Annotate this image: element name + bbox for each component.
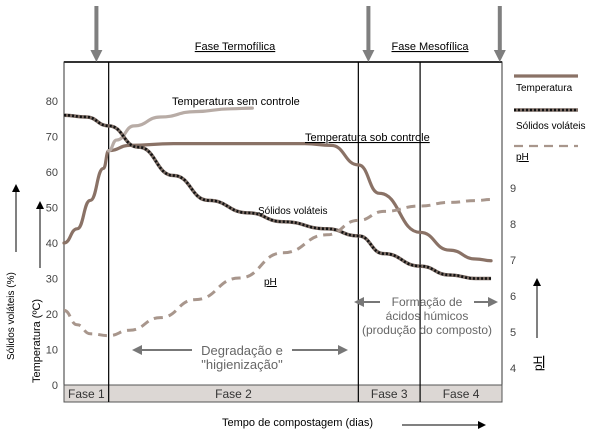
top-arrow-head — [493, 50, 506, 62]
formacao-arrowhead-left — [354, 297, 364, 307]
y-axis-label-outer: Sólidos voláteis (%) — [6, 272, 17, 360]
x-axis-label: Tempo de compostagem (dias) — [222, 417, 373, 429]
series-ph — [63, 198, 492, 338]
series-layer — [62, 106, 493, 338]
annotation-formacao-line: Formação de — [392, 295, 463, 309]
top-header: Fase Mesofílica — [391, 41, 469, 53]
phase-label: Fase 2 — [215, 387, 252, 401]
annotation-ph: pH — [264, 277, 277, 288]
left-tick-label: 0 — [52, 380, 58, 392]
left-tick-label: 70 — [46, 132, 58, 144]
annotation-degradacao-line: "higienização" — [201, 357, 283, 372]
annotation-formacao-line: (produção do composto) — [362, 323, 492, 337]
right-tick-label: 4 — [510, 363, 516, 375]
annotation-degradacao-line: Degradação e — [201, 343, 283, 358]
annotation-formacao-line: ácidos húmicos — [386, 309, 469, 323]
top-header: Fase Termofílica — [195, 41, 276, 53]
annotation-temp-sem-controle: Temperatura sem controle — [172, 96, 300, 108]
left-tick-label: 10 — [46, 345, 58, 357]
y-axis-label-right: pH — [531, 356, 545, 371]
plot-frame — [63, 61, 503, 403]
annotation-temp-sob-controle: Temperatura sob controle — [305, 132, 430, 144]
phase-labels: Fase 1 Fase 2 Fase 3 Fase 4 — [68, 387, 480, 401]
top-arrow-head — [362, 50, 375, 62]
left-tick-label: 50 — [46, 203, 58, 215]
right-tick-label: 7 — [510, 255, 516, 267]
phase-label: Fase 3 — [371, 387, 408, 401]
top-arrows — [90, 6, 506, 62]
series-s-lidos-vol-teis — [63, 113, 492, 280]
right-axis-ticks: 9 8 7 6 5 4 — [510, 183, 516, 375]
degradacao-arrowhead-left — [132, 345, 142, 355]
left-tick-label: 60 — [46, 167, 58, 179]
left-tick-label: 80 — [46, 96, 58, 108]
left-tick-label: 20 — [46, 309, 58, 321]
phase-label: Fase 1 — [68, 387, 105, 401]
degradacao-arrowhead-right — [338, 345, 348, 355]
right-tick-label: 5 — [510, 327, 516, 339]
left-tick-label: 40 — [46, 238, 58, 250]
legend-label: pH — [516, 152, 529, 163]
right-tick-label: 8 — [510, 219, 516, 231]
legend-label: Temperatura — [516, 83, 573, 94]
annotation-solidos: Sólidos voláteis — [258, 206, 327, 217]
right-tick-label: 6 — [510, 291, 516, 303]
legend: Temperatura Sólidos voláteis pH — [514, 74, 585, 163]
left-axis-ticks: 80 70 60 50 40 30 20 10 0 — [46, 96, 58, 392]
top-arrow-head — [90, 50, 103, 62]
left-tick-label: 30 — [46, 274, 58, 286]
phase-label: Fase 4 — [443, 387, 480, 401]
top-headers: Fase Termofílica Fase Mesofílica — [195, 41, 470, 53]
legend-label: Sólidos voláteis — [516, 121, 585, 132]
series-temperatura — [62, 141, 493, 263]
right-tick-label: 9 — [510, 183, 516, 195]
annotation-layer: Temperatura sem controle Temperatura sob … — [132, 96, 498, 372]
series-temperatura-sem-controle — [107, 106, 254, 153]
y-axis-label-inner: Temperatura (ºC) — [31, 299, 43, 383]
formacao-arrowhead-right — [488, 297, 498, 307]
